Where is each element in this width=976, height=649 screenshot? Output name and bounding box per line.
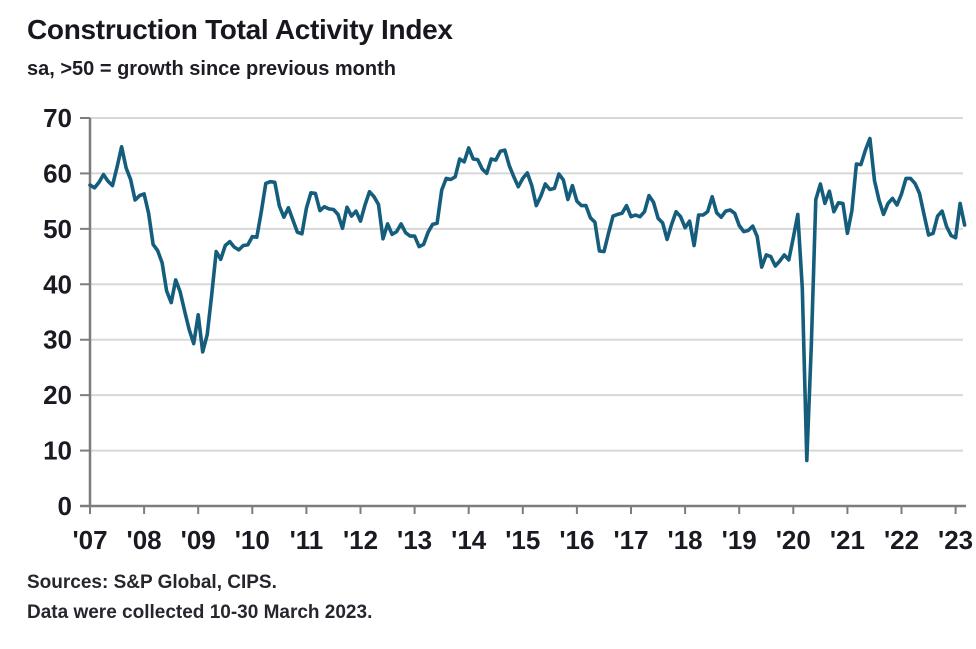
x-axis-label: '22 [884,525,919,555]
x-axis-label: '17 [613,525,648,555]
y-axis-label: 60 [43,158,72,188]
y-axis-label: 0 [58,491,72,521]
x-axis-label: '10 [235,525,270,555]
x-axis-label: '14 [451,525,487,555]
x-axis-label: '18 [668,525,703,555]
x-axis-label: '11 [290,525,324,555]
x-axis-label: '23 [938,525,973,555]
y-axis-label: 20 [43,380,72,410]
x-axis-label: '19 [722,525,757,555]
y-axis-label: 70 [43,103,72,133]
y-axis-label: 50 [43,214,72,244]
data-series-layer [88,136,967,463]
chart-title: Construction Total Activity Index [27,14,453,45]
x-axis-label: '07 [72,525,107,555]
x-axis-label: '20 [776,525,811,555]
axis-label-layer: 0 10 20 30 40 50 60 70 '07 '08 '09 '10 '11 '12 '13 '14 '… [43,103,973,555]
x-axis-label: '13 [397,525,432,555]
x-axis-label: '15 [505,525,540,555]
axis-layer [80,117,966,514]
source-note: Sources: S&P Global, CIPS. [27,572,277,593]
gridline-layer [90,117,963,452]
activity-index-line [88,136,967,463]
y-axis-label: 10 [43,436,72,466]
collection-note: Data were collected 10-30 March 2023. [27,602,373,623]
x-axis-label: '16 [559,525,594,555]
y-axis-label: 30 [43,325,72,355]
x-axis-label: '08 [127,525,162,555]
x-axis-label: '12 [343,525,378,555]
x-axis-label: '09 [181,525,216,555]
y-axis-label: 40 [43,269,72,299]
chart-subtitle: sa, >50 = growth since previous month [27,58,396,80]
x-axis-label: '21 [830,525,865,555]
